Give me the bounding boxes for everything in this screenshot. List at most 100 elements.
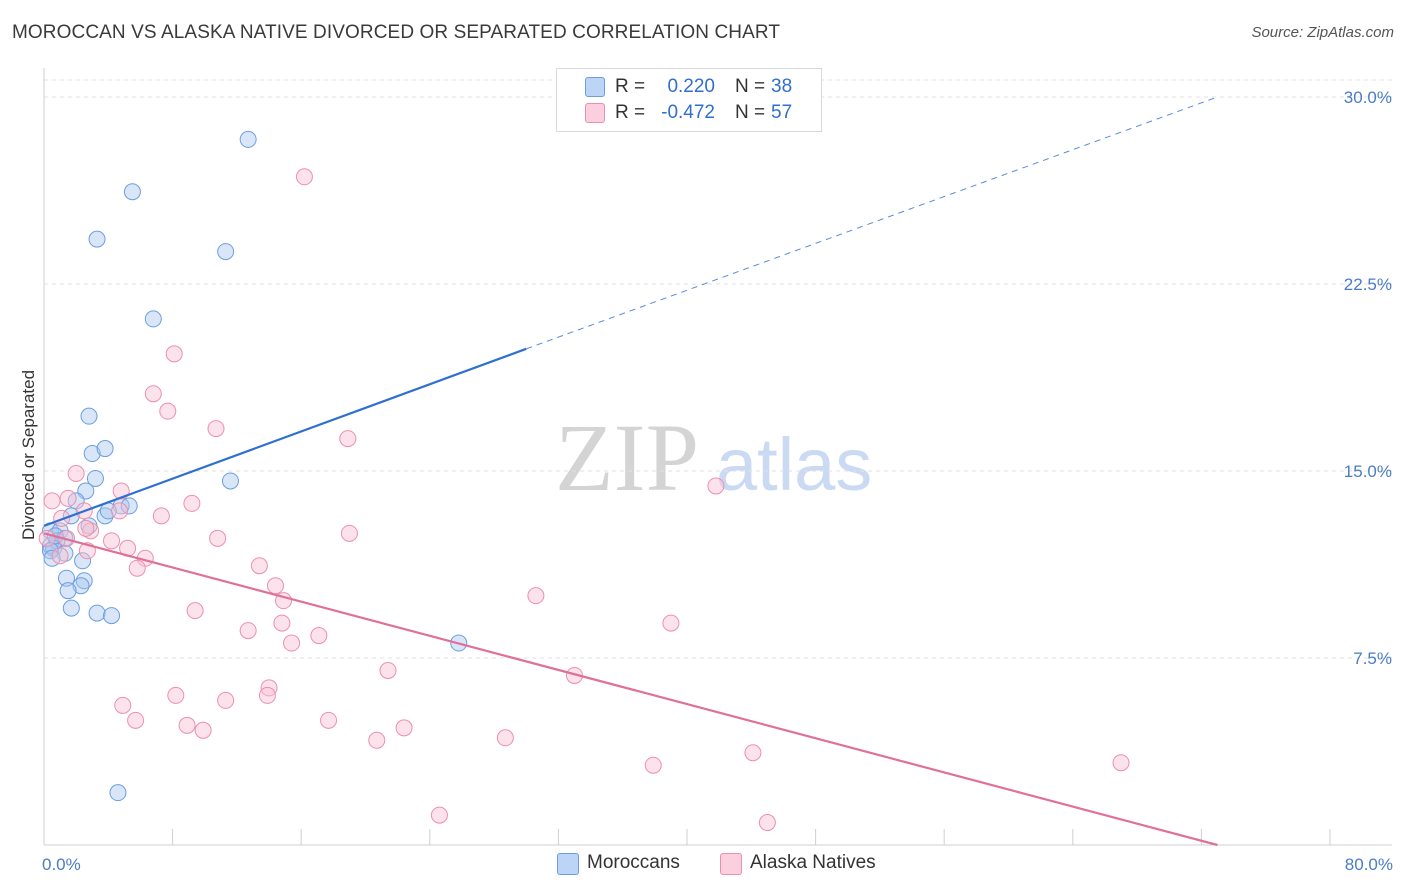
data-point <box>77 519 95 537</box>
bottom-legend-swatch-moroccans <box>557 853 579 875</box>
data-point <box>266 577 284 595</box>
data-point <box>340 524 358 542</box>
data-point <box>209 529 227 547</box>
data-point <box>320 711 338 729</box>
data-point <box>96 440 114 458</box>
trend-extension-0 <box>526 96 1218 350</box>
legend-n-label: N = <box>735 102 766 123</box>
data-point <box>80 407 98 425</box>
data-point <box>744 744 762 762</box>
data-point <box>258 686 276 704</box>
data-point <box>283 634 301 652</box>
legend-r-value: -0.472 <box>661 102 715 123</box>
data-points <box>38 130 1130 832</box>
data-point <box>109 784 127 802</box>
data-point <box>38 529 56 547</box>
y-axis-label: Divorced or Separated <box>19 370 38 540</box>
grid-lines <box>44 79 1392 659</box>
legend-r-value: 0.220 <box>667 76 715 97</box>
x-tick-label: 80.0% <box>1345 855 1393 874</box>
data-point <box>74 552 92 570</box>
data-point <box>496 729 514 747</box>
bottom-legend-label-moroccans: Moroccans <box>587 852 680 873</box>
data-point <box>527 587 545 605</box>
data-point <box>183 494 201 512</box>
data-point <box>82 522 100 540</box>
data-point <box>86 469 104 487</box>
data-point <box>88 604 106 622</box>
data-point <box>217 243 235 261</box>
trend-lines <box>43 96 1218 847</box>
data-point <box>59 582 77 600</box>
data-point <box>62 599 80 617</box>
data-point <box>144 310 162 328</box>
watermark: ZIP atlas <box>555 404 872 511</box>
data-point <box>167 686 185 704</box>
data-point <box>83 445 101 463</box>
data-point <box>58 569 76 587</box>
data-point <box>127 711 145 729</box>
y-tick-label: 30.0% <box>1344 88 1392 107</box>
series-1-points <box>38 168 1130 832</box>
watermark-zip: ZIP <box>555 404 699 511</box>
y-tick-labels: 7.5% 15.0% 22.5% 30.0% <box>1344 88 1392 668</box>
data-point <box>114 696 132 714</box>
data-point <box>186 602 204 620</box>
data-point <box>178 716 196 734</box>
y-tick-label: 7.5% <box>1353 649 1392 668</box>
data-point <box>128 559 146 577</box>
legend-swatch-alaska-natives <box>585 103 605 123</box>
legend-n-label: N = <box>735 76 766 97</box>
data-point <box>111 502 129 520</box>
data-point <box>51 547 69 565</box>
data-point <box>707 477 725 495</box>
data-point <box>217 691 235 709</box>
data-point <box>295 168 313 186</box>
legend-swatch-moroccans <box>585 77 605 97</box>
data-point <box>221 472 239 490</box>
data-point <box>67 464 85 482</box>
series-0-points <box>41 130 468 802</box>
legend-r-label: R = <box>615 102 646 123</box>
data-point <box>165 345 183 363</box>
source-label: Source: ZipAtlas.com <box>1251 24 1394 41</box>
data-point <box>239 130 257 148</box>
y-tick-label: 15.0% <box>1344 462 1392 481</box>
bottom-legend-swatch-alaska-natives <box>720 853 742 875</box>
data-point <box>103 607 121 625</box>
data-point <box>72 577 90 595</box>
x-tick-label: 0.0% <box>42 855 81 874</box>
data-point <box>430 806 448 824</box>
data-point <box>207 420 225 438</box>
data-point <box>395 719 413 737</box>
data-point <box>88 230 106 248</box>
data-point <box>43 492 61 510</box>
data-point <box>120 497 138 515</box>
data-point <box>273 614 291 632</box>
legend-n-value: 57 <box>771 102 793 123</box>
data-point <box>758 814 776 832</box>
x-tick-labels: 0.0% 80.0% <box>42 855 1393 874</box>
data-point <box>152 507 170 525</box>
data-point <box>103 532 121 550</box>
data-point <box>644 756 662 774</box>
data-point <box>144 385 162 403</box>
data-point <box>239 622 257 640</box>
data-point <box>56 544 74 562</box>
data-point <box>1112 754 1130 772</box>
data-point <box>59 489 77 507</box>
data-point <box>379 661 397 679</box>
correlation-legend: R = 0.220 N = 38 R = -0.472 N = 57 <box>556 68 822 132</box>
data-point <box>123 183 141 201</box>
watermark-atlas: atlas <box>716 423 872 506</box>
data-point <box>662 614 680 632</box>
data-point <box>159 402 177 420</box>
chart-title: MOROCCAN VS ALASKA NATIVE DIVORCED OR SE… <box>12 22 781 43</box>
legend-n-value: 38 <box>771 76 793 97</box>
y-tick-label: 22.5% <box>1344 275 1392 294</box>
data-point <box>310 627 328 645</box>
data-point <box>75 572 93 590</box>
bottom-legend-label-alaska-natives: Alaska Natives <box>750 852 876 873</box>
trend-line-0 <box>43 347 527 527</box>
